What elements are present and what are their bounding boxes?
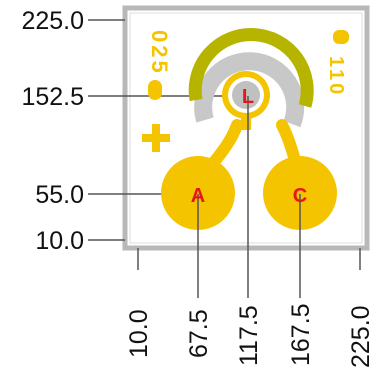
pad-label-l: L <box>242 86 254 108</box>
marker-left <box>148 80 162 100</box>
x-tick-label: 10.0 <box>125 309 153 358</box>
silkscreen-arc <box>194 52 305 128</box>
silkscreen-left-text: 025 <box>147 30 172 76</box>
pad-label-c: C <box>293 185 307 207</box>
marker-right <box>333 30 349 44</box>
y-tick-label: 225.0 <box>21 7 84 35</box>
pad-l-center <box>232 81 260 109</box>
x-tick-label: 117.5 <box>235 305 263 366</box>
x-tick-label: 67.5 <box>185 309 213 358</box>
pad-a <box>161 156 235 230</box>
x-tick-label: 225.0 <box>347 305 375 368</box>
y-tick-label: 10.0 <box>35 227 84 255</box>
board-inner-outline <box>129 12 363 244</box>
silkscreen-right-text: 110 <box>325 56 347 97</box>
cathode-arc <box>188 28 314 108</box>
plus-horizontal <box>142 134 170 142</box>
pad-c <box>263 156 337 230</box>
pad-label-a: A <box>191 185 205 207</box>
y-tick-label: 55.0 <box>35 181 84 209</box>
x-tick-label: 167.5 <box>287 303 315 366</box>
y-tick-label: 152.5 <box>21 83 84 111</box>
